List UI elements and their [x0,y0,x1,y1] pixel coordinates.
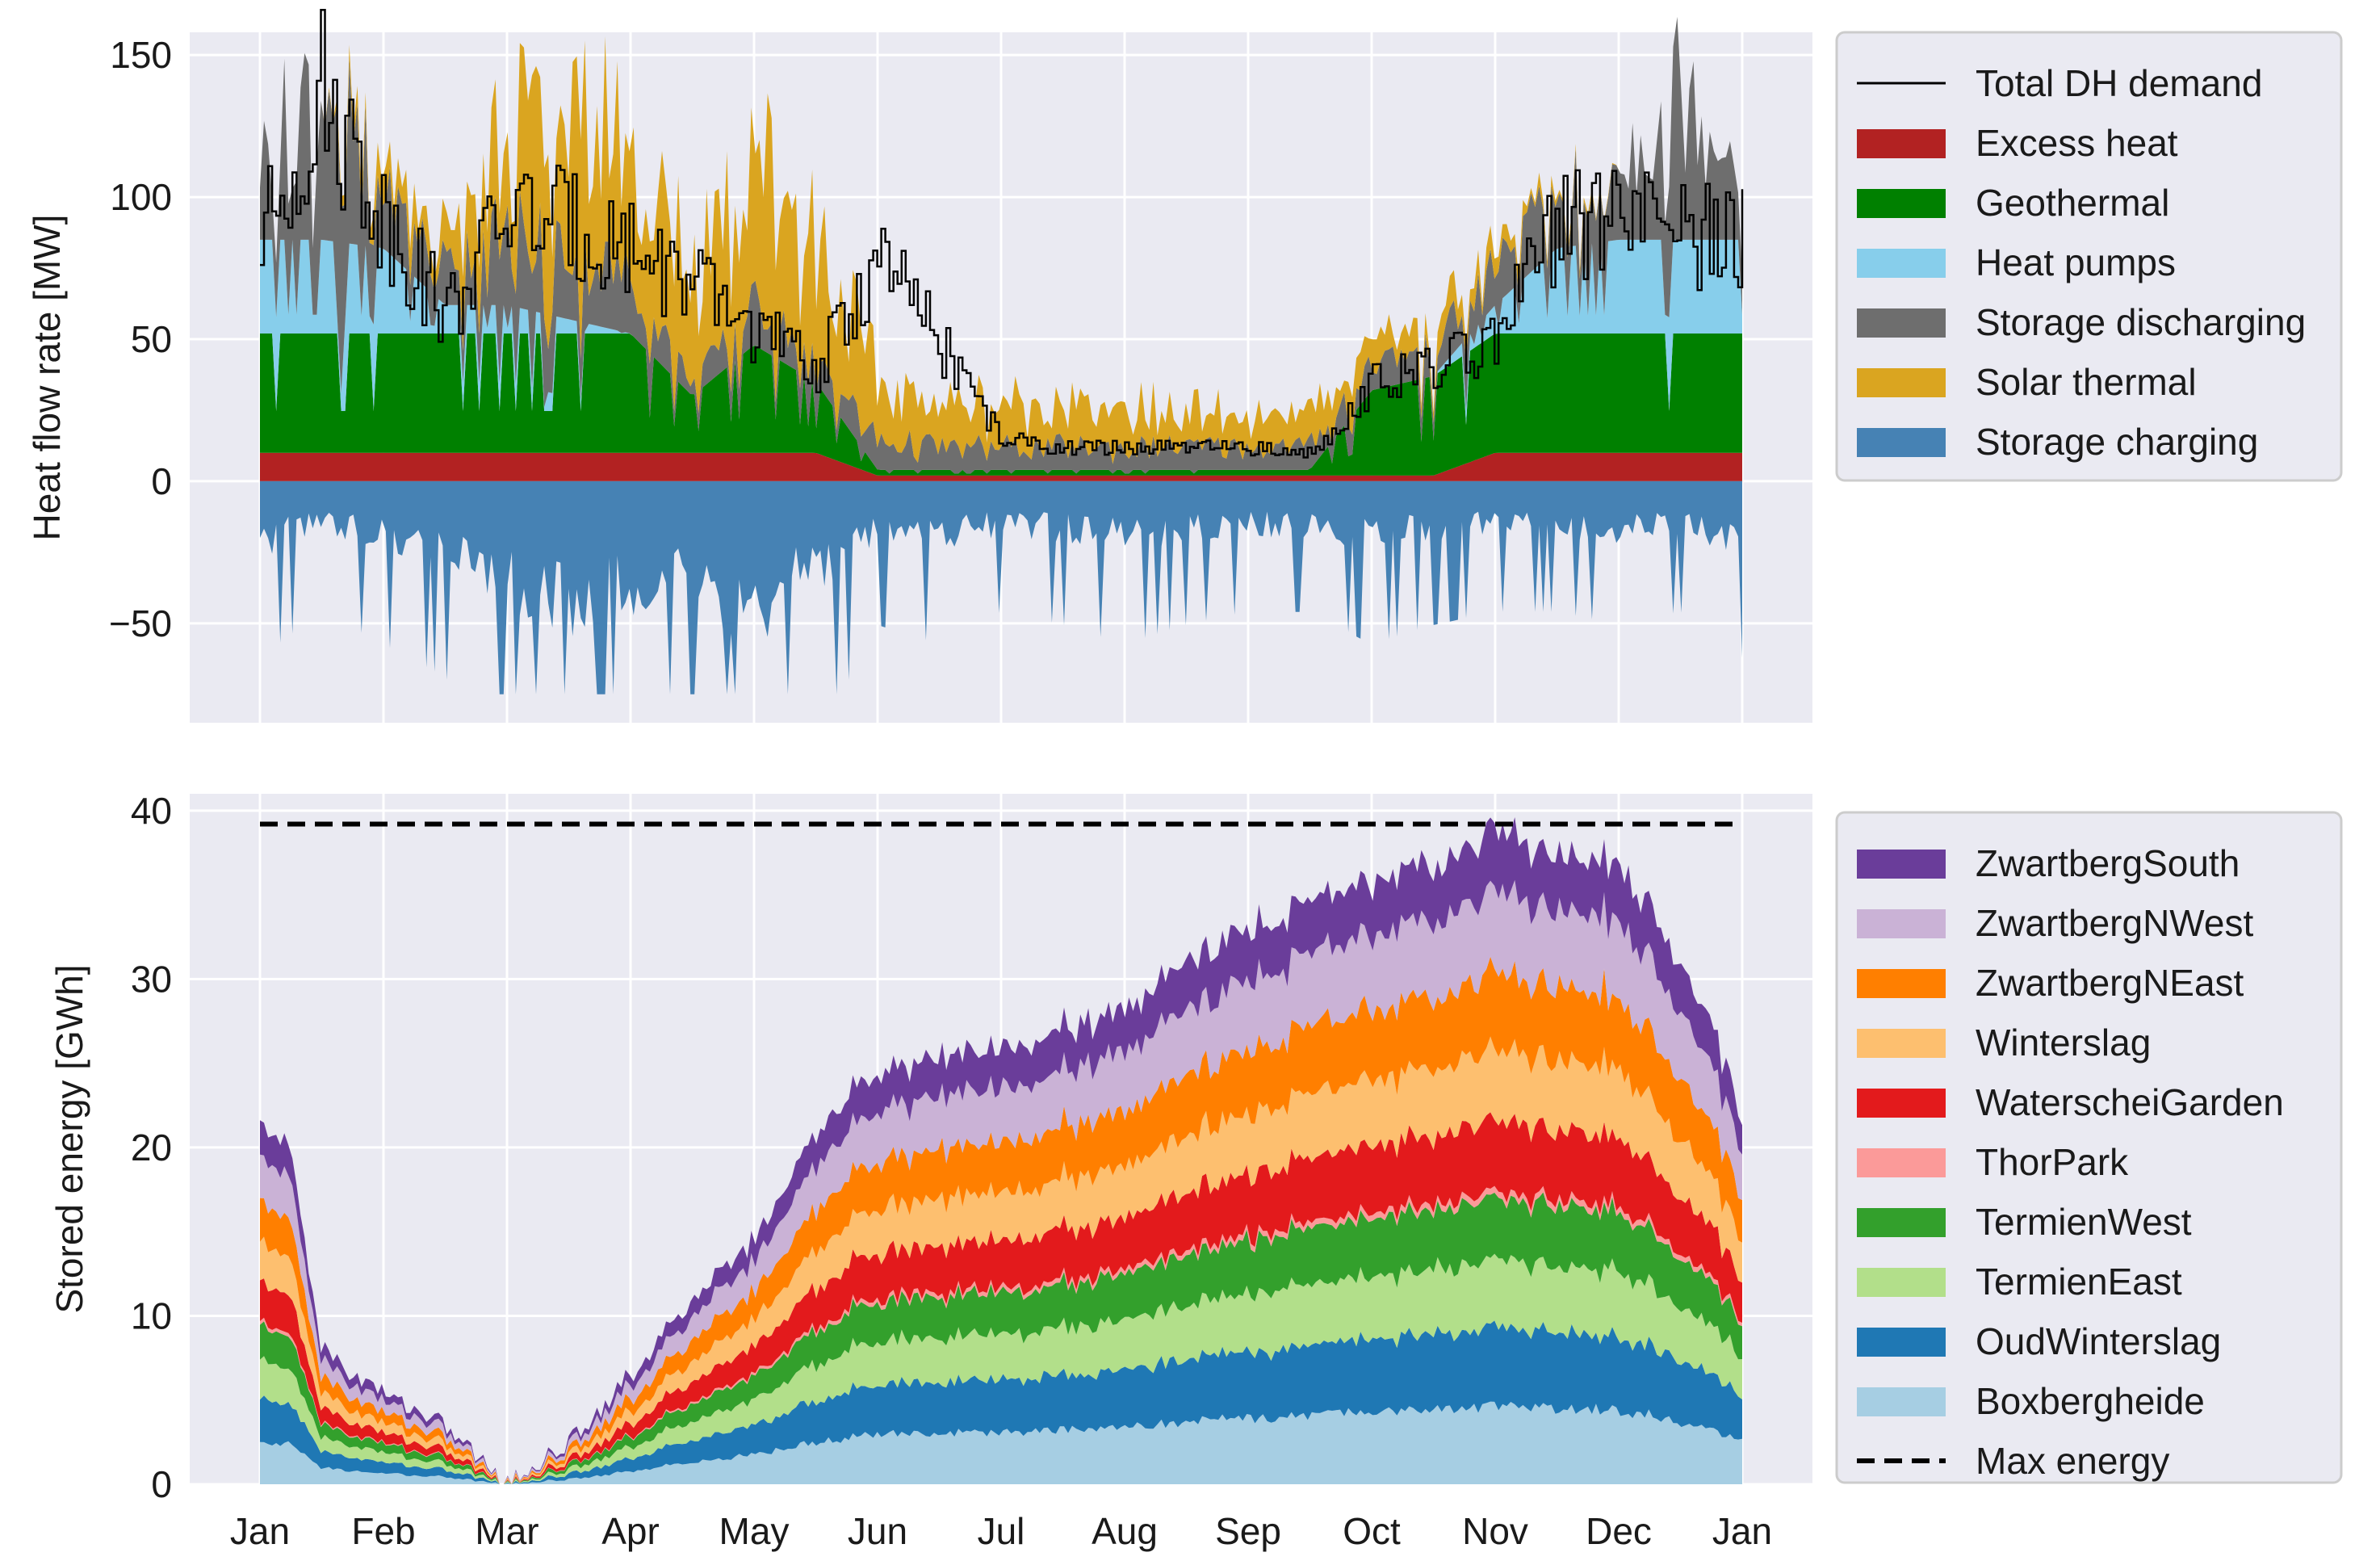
area-storage-discharging [260,16,1742,474]
legend-label: Storage discharging [1976,301,2306,343]
legend-swatch [1857,1268,1946,1297]
top-y-tick-label: 50 [131,318,172,360]
legend-label: Storage charging [1976,421,2258,463]
legend-label: ZwartbergNEast [1976,962,2244,1004]
x-tick-label: Jan [230,1510,290,1552]
legend-swatch [1857,1029,1946,1058]
legend-label: Boxbergheide [1976,1380,2205,1422]
x-tick-label: Jul [978,1510,1025,1552]
area-excess-heat [260,452,1742,481]
area-winterslag [260,1036,1742,1484]
legend-label: Winterslag [1976,1022,2151,1064]
area-termieneast [260,1253,1742,1484]
legend-label: ZwartbergNWest [1976,902,2253,944]
top-y-tick-label: 0 [151,460,172,502]
legend-label: Heat pumps [1976,241,2176,283]
legend-swatch [1857,1208,1946,1237]
x-tick-label: Sep [1215,1510,1281,1552]
top-y-tick-label: 100 [110,176,172,218]
x-tick-label: Feb [351,1510,415,1552]
legend-label: TermienEast [1976,1261,2182,1303]
bottom-y-axis-label: Stored energy [GWh] [48,964,90,1313]
top-y-tick-label: −50 [109,602,172,644]
legend-label: WaterscheiGarden [1976,1081,2284,1123]
legend-label: TermienWest [1976,1201,2192,1243]
area-storage-charging [260,480,1742,694]
legend-swatch [1857,1089,1946,1118]
x-tick-label: Nov [1462,1510,1528,1552]
legend-swatch [1857,308,1946,338]
top-y-axis-label: Heat flow rate [MW] [26,215,68,541]
area-termienwest [260,1192,1742,1484]
legend-label: ZwartbergSouth [1976,842,2240,884]
legend-heat-flow: Total DH demand Excess heat Geothermal Heat… [1835,31,2343,482]
x-tick-label: Apr [601,1510,660,1552]
area-oudwinterslag [260,1320,1742,1484]
area-zwartbergsouth [260,817,1742,1484]
legend-label: Geothermal [1976,182,2169,224]
area-solar-thermal [260,16,1742,464]
legend-swatch [1857,1328,1946,1357]
legend-stored-energy: ZwartbergSouth ZwartbergNWest ZwartbergNEa… [1835,811,2343,1484]
legend-swatch [1857,249,1946,278]
x-tick-label: Jun [848,1510,907,1552]
area-geothermal [260,334,1742,476]
legend-heat-flow-frame [1835,31,2343,482]
x-tick-label: Oct [1343,1510,1401,1552]
legend-label: Total DH demand [1976,62,2262,104]
legend-swatch [1857,1148,1946,1177]
legend-swatch [1857,850,1946,879]
x-tick-label: Jan [1712,1510,1772,1552]
x-tick-label: Dec [1586,1510,1652,1552]
bottom-y-tick-label: 0 [151,1463,172,1505]
area-waterscheigarden [260,1112,1742,1484]
legend-swatch [1857,368,1946,397]
bottom-y-tick-label: 30 [131,958,172,1000]
x-tick-label: Aug [1092,1510,1158,1552]
legend-swatch [1857,1387,1946,1416]
legend-label: ThorPark [1976,1141,2129,1183]
x-tick-label: May [719,1510,790,1552]
legend-label: OudWinterslag [1976,1320,2221,1362]
legend-swatch [1857,428,1946,457]
legend-label: Max energy [1976,1440,2169,1482]
legend-stored-energy-frame [1835,811,2343,1484]
line-total-dh-demand [259,8,1744,459]
bottom-y-tick-label: 10 [131,1294,172,1336]
legend-swatch [1857,129,1946,158]
area-zwartbergnwest [260,879,1742,1484]
legend-swatch [1857,969,1946,998]
legend-swatch [1857,189,1946,218]
legend-swatch [1857,909,1946,938]
legend-label: Solar thermal [1976,361,2197,403]
x-tick-label: Mar [475,1510,538,1552]
bottom-y-tick-label: 40 [131,790,172,832]
bottom-y-tick-label: 20 [131,1127,172,1169]
area-boxbergheide [260,1401,1742,1484]
legend-label: Excess heat [1976,122,2178,164]
top-y-tick-label: 150 [110,34,172,76]
area-zwartbergneast [260,956,1742,1484]
